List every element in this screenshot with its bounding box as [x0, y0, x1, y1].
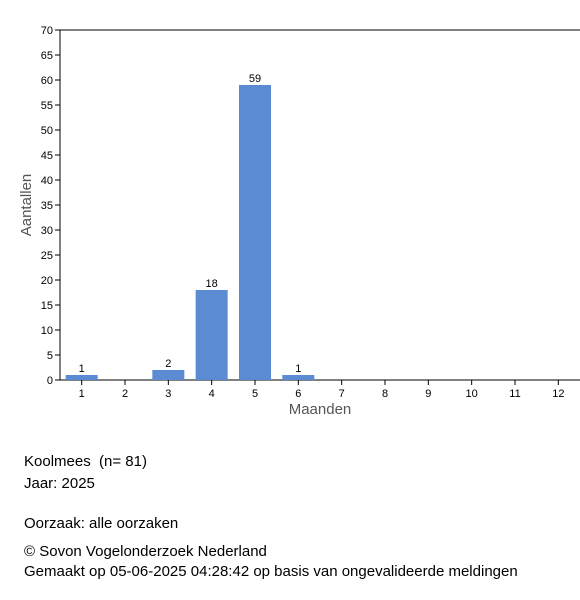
y-tick-label: 45: [41, 150, 53, 162]
x-tick-label: 12: [552, 388, 564, 400]
data-label: 2: [165, 358, 171, 370]
caption: © Sovon Vogelonderzoek Nederland: [24, 543, 267, 560]
y-tick-label: 60: [41, 75, 53, 87]
x-tick-label: 9: [425, 388, 431, 400]
bar: [152, 370, 185, 380]
y-tick-label: 20: [41, 275, 53, 287]
y-tick-label: 35: [41, 200, 53, 212]
y-axis-title: Aantallen: [18, 174, 35, 237]
data-label: 18: [206, 278, 218, 290]
caption: Koolmees (n= 81): [24, 453, 147, 470]
y-tick-label: 5: [47, 350, 53, 362]
chart: Maanden Aantallen 0510152025303540455055…: [18, 25, 580, 418]
x-tick-label: 4: [209, 388, 215, 400]
data-label: 1: [295, 363, 301, 375]
y-tick-label: 0: [47, 375, 53, 387]
y-tick-label: 40: [41, 175, 53, 187]
data-label: 1: [79, 363, 85, 375]
bar: [239, 85, 271, 380]
y-tick-label: 10: [41, 325, 53, 337]
caption: Oorzaak: alle oorzaken: [24, 515, 179, 532]
x-tick-label: 2: [122, 388, 128, 400]
bar: [282, 375, 315, 380]
y-tick-label: 55: [41, 100, 53, 112]
caption: Gemaakt op 05-06-2025 04:28:42 op basis …: [24, 563, 518, 580]
x-tick-label: 3: [165, 388, 171, 400]
x-tick-label: 1: [79, 388, 85, 400]
y-tick-label: 70: [41, 25, 53, 37]
data-label: 59: [249, 73, 261, 85]
x-tick-label: 7: [339, 388, 345, 400]
x-axis-title: Maanden: [289, 401, 352, 418]
bar: [65, 375, 98, 380]
y-tick-label: 30: [41, 225, 53, 237]
x-tick-label: 8: [382, 388, 388, 400]
x-tick-label: 10: [466, 388, 478, 400]
x-tick-label: 5: [252, 388, 258, 400]
y-tick-label: 65: [41, 50, 53, 62]
bar: [195, 290, 228, 380]
y-tick-label: 25: [41, 250, 53, 262]
x-tick-label: 6: [295, 388, 301, 400]
y-tick-label: 50: [41, 125, 53, 137]
caption: Jaar: 2025: [24, 475, 95, 492]
x-tick-label: 11: [509, 388, 520, 400]
y-tick-label: 15: [41, 300, 53, 312]
